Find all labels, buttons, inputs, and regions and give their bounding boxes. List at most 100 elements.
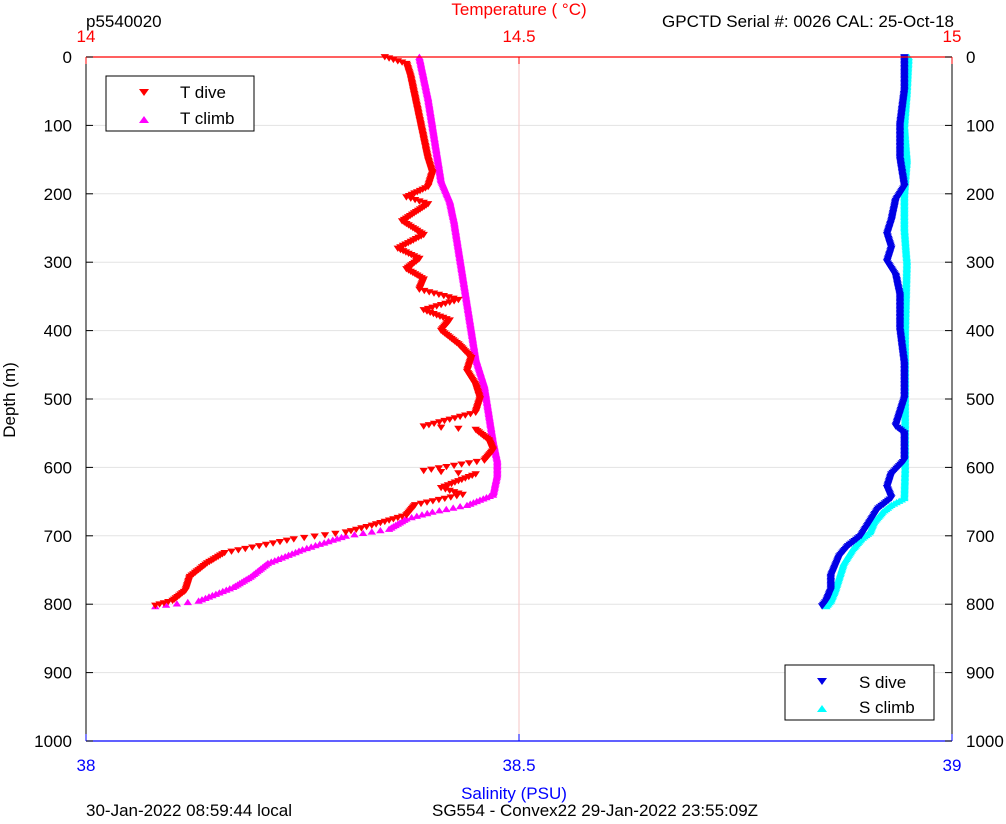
calibration-info: GPCTD Serial #: 0026 CAL: 25-Oct-18 xyxy=(662,12,954,31)
data-point xyxy=(234,547,243,554)
salinity-legend: S dive S climb xyxy=(784,664,935,721)
data-point xyxy=(320,532,330,539)
temperature-tick-label: 15 xyxy=(943,27,962,46)
data-point xyxy=(194,597,203,604)
data-point xyxy=(419,467,428,475)
data-point xyxy=(261,541,271,549)
right-depth-tick-label: 100 xyxy=(966,116,994,135)
data-point xyxy=(384,525,394,532)
data-point xyxy=(151,602,160,609)
data-point xyxy=(407,514,416,521)
data-point xyxy=(449,462,459,470)
data-point xyxy=(457,461,466,468)
legend-t-dive-label: T dive xyxy=(180,83,226,102)
data-point xyxy=(241,545,250,553)
legend-s-dive-label: S dive xyxy=(859,673,906,692)
data-point xyxy=(289,536,298,543)
data-point xyxy=(454,470,463,477)
series-t-climb xyxy=(151,53,502,610)
salinity-tick-label: 39 xyxy=(943,756,962,775)
salinity-tick-label: 38.5 xyxy=(502,756,535,775)
data-point xyxy=(310,533,319,540)
right-depth-tick-label: 200 xyxy=(966,185,994,204)
data-point xyxy=(341,529,350,536)
data-point xyxy=(331,530,340,538)
data-point xyxy=(435,507,444,514)
right-depth-tick-label: 1000 xyxy=(966,732,1004,751)
data-point xyxy=(248,544,257,551)
right-depth-tick-label: 0 xyxy=(966,48,975,67)
temperature-legend-box xyxy=(105,75,255,132)
left-depth-tick-label: 700 xyxy=(44,527,72,546)
data-point xyxy=(465,460,474,467)
temperature-tick-label: 14.5 xyxy=(502,27,535,46)
data-series xyxy=(151,53,913,610)
data-point xyxy=(436,424,446,431)
grid xyxy=(86,57,952,741)
left-depth-tick-label: 300 xyxy=(44,253,72,272)
data-point xyxy=(428,508,437,515)
right-depth-tick-label: 900 xyxy=(966,664,994,683)
data-point xyxy=(300,534,309,542)
data-point xyxy=(436,469,446,476)
data-point xyxy=(376,527,385,534)
data-point xyxy=(227,548,236,555)
data-point xyxy=(337,533,346,541)
data-point xyxy=(412,512,421,519)
axes: 0 0 100 100 200 200 300 300 400 400 500 500 600 600 70… xyxy=(34,27,1004,775)
left-depth-tick-label: 400 xyxy=(44,322,72,341)
series-s-dive xyxy=(817,54,909,610)
right-depth-tick-label: 300 xyxy=(966,253,994,272)
legend-t-dive-marker xyxy=(139,89,149,96)
data-point xyxy=(817,603,827,610)
legend-t-climb-label: T climb xyxy=(180,109,234,128)
data-point xyxy=(462,501,472,508)
temperature-tick-label: 14 xyxy=(77,27,96,46)
data-point xyxy=(172,600,182,607)
right-depth-tick-label: 400 xyxy=(966,322,994,341)
data-point xyxy=(307,543,316,550)
data-point xyxy=(434,465,444,472)
salinity-legend-box xyxy=(784,664,935,721)
left-depth-tick-label: 100 xyxy=(44,116,72,135)
right-depth-tick-label: 600 xyxy=(966,458,994,477)
data-point xyxy=(282,537,292,544)
footer-mission: SG554 - Convex22 29-Jan-2022 23:55:09Z xyxy=(432,801,758,819)
left-depth-tick-label: 200 xyxy=(44,185,72,204)
data-point xyxy=(480,457,489,464)
data-point xyxy=(268,540,278,547)
data-point xyxy=(275,539,285,546)
data-point xyxy=(423,509,432,517)
salinity-tick-label: 38 xyxy=(77,756,96,775)
data-point xyxy=(255,543,264,550)
data-point xyxy=(183,598,192,606)
bottom-axis-title: Salinity (PSU) xyxy=(461,784,567,803)
top-axis-title: Temperature ( °C) xyxy=(451,0,586,19)
data-point xyxy=(358,529,368,536)
series-t-dive xyxy=(151,54,498,609)
data-point xyxy=(367,528,376,535)
data-point xyxy=(442,464,451,471)
data-point xyxy=(822,602,831,610)
legend-s-climb-marker xyxy=(817,705,827,712)
left-depth-tick-label: 1000 xyxy=(34,732,72,751)
right-depth-tick-label: 500 xyxy=(966,390,994,409)
data-point xyxy=(417,511,427,518)
legend-t-climb-marker xyxy=(139,116,149,123)
data-point xyxy=(472,458,481,466)
y-axis-title: Depth (m) xyxy=(0,362,19,438)
legend-s-climb-label: S climb xyxy=(859,698,915,717)
footer-local-time: 30-Jan-2022 08:59:44 local xyxy=(86,801,292,819)
left-depth-tick-label: 500 xyxy=(44,390,72,409)
left-depth-tick-label: 900 xyxy=(44,664,72,683)
right-depth-tick-label: 700 xyxy=(966,527,994,546)
data-point xyxy=(320,539,329,546)
data-point xyxy=(427,466,436,473)
left-depth-tick-label: 800 xyxy=(44,595,72,614)
left-depth-tick-label: 0 xyxy=(63,48,72,67)
data-point xyxy=(442,505,451,513)
left-depth-tick-label: 600 xyxy=(44,458,72,477)
data-point xyxy=(419,423,428,430)
